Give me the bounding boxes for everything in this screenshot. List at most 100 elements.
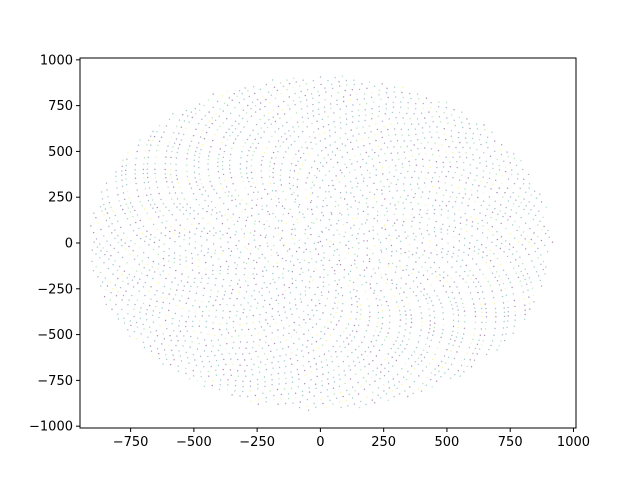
- scatter-point: [535, 197, 538, 199]
- scatter-point: [196, 147, 198, 149]
- scatter-point: [215, 316, 217, 318]
- scatter-point: [121, 256, 124, 259]
- scatter-point: [213, 234, 215, 237]
- scatter-point: [441, 238, 443, 240]
- scatter-point: [159, 312, 161, 314]
- scatter-point: [420, 390, 423, 392]
- scatter-point: [410, 123, 413, 125]
- scatter-point: [214, 284, 216, 286]
- scatter-point: [441, 367, 444, 369]
- scatter-point: [112, 210, 114, 212]
- scatter-point: [214, 206, 217, 209]
- scatter-point: [176, 198, 179, 200]
- scatter-point: [383, 185, 385, 188]
- scatter-point: [293, 192, 295, 194]
- scatter-point: [313, 242, 316, 245]
- scatter-point: [260, 127, 262, 129]
- scatter-point: [346, 203, 348, 206]
- scatter-point: [442, 248, 444, 250]
- scatter-point: [243, 126, 245, 128]
- scatter-point: [238, 115, 240, 117]
- scatter-point: [389, 321, 391, 323]
- scatter-point: [502, 269, 505, 271]
- scatter-point: [219, 384, 221, 386]
- scatter-point: [428, 111, 430, 113]
- scatter-point: [247, 90, 249, 92]
- scatter-point: [400, 253, 402, 255]
- scatter-point: [311, 336, 314, 339]
- scatter-point: [328, 284, 330, 286]
- scatter-point: [282, 156, 285, 159]
- scatter-point: [426, 212, 428, 215]
- scatter-point: [238, 240, 240, 242]
- scatter-point: [207, 163, 209, 165]
- scatter-point: [474, 315, 477, 318]
- scatter-point: [316, 168, 319, 170]
- x-axis: −750 −500 −250 0 250 500 750 1000: [113, 428, 590, 450]
- scatter-point: [145, 313, 147, 315]
- scatter-point: [306, 126, 308, 128]
- scatter-point: [149, 204, 152, 206]
- scatter-point: [100, 285, 102, 287]
- scatter-point: [288, 96, 290, 98]
- scatter-point: [125, 164, 127, 167]
- scatter-point: [207, 355, 209, 358]
- scatter-point: [447, 122, 449, 125]
- scatter-point: [282, 293, 284, 296]
- scatter-point: [463, 333, 465, 335]
- scatter-point: [307, 225, 309, 227]
- scatter-point: [370, 376, 373, 379]
- scatter-point: [515, 259, 517, 261]
- scatter-point: [336, 248, 338, 251]
- scatter-point: [308, 287, 311, 289]
- scatter-point: [457, 370, 459, 372]
- scatter-point: [241, 176, 243, 178]
- scatter-point: [298, 316, 300, 319]
- scatter-point: [323, 106, 326, 108]
- scatter-point: [374, 272, 376, 274]
- scatter-point: [272, 171, 274, 174]
- scatter-point: [260, 137, 262, 139]
- scatter-point: [300, 268, 302, 270]
- scatter-point: [223, 294, 226, 296]
- scatter-point: [503, 311, 506, 313]
- scatter-point: [466, 142, 468, 144]
- scatter-point: [412, 291, 415, 293]
- scatter-point: [229, 285, 231, 287]
- scatter-point: [275, 322, 277, 324]
- scatter-point: [239, 168, 241, 170]
- scatter-point: [356, 330, 358, 333]
- scatter-point: [442, 324, 445, 326]
- scatter-point: [316, 309, 318, 312]
- scatter-point: [259, 313, 261, 316]
- scatter-point: [358, 406, 361, 409]
- scatter-point: [230, 292, 233, 294]
- scatter-point: [384, 367, 386, 369]
- scatter-point: [524, 268, 526, 270]
- scatter-point: [407, 107, 409, 109]
- scatter-point: [303, 152, 305, 155]
- scatter-point: [485, 247, 487, 249]
- scatter-point: [234, 106, 236, 109]
- scatter-point: [461, 202, 463, 204]
- scatter-point: [441, 171, 443, 173]
- scatter-point: [527, 289, 529, 291]
- scatter-point: [481, 256, 484, 259]
- scatter-point: [175, 269, 177, 272]
- scatter-point: [284, 311, 286, 313]
- scatter-point: [356, 311, 358, 314]
- scatter-point: [381, 323, 383, 325]
- scatter-point: [349, 270, 352, 273]
- scatter-point: [238, 102, 241, 104]
- scatter-point: [507, 178, 510, 180]
- scatter-point: [208, 375, 210, 377]
- scatter-point: [126, 262, 128, 264]
- scatter-point: [201, 277, 203, 279]
- scatter-point: [247, 243, 250, 245]
- scatter-point: [418, 271, 420, 273]
- scatter-point: [176, 178, 178, 180]
- scatter-point: [254, 246, 257, 248]
- scatter-point: [295, 153, 297, 155]
- scatter-point: [278, 314, 281, 316]
- scatter-point: [129, 335, 131, 337]
